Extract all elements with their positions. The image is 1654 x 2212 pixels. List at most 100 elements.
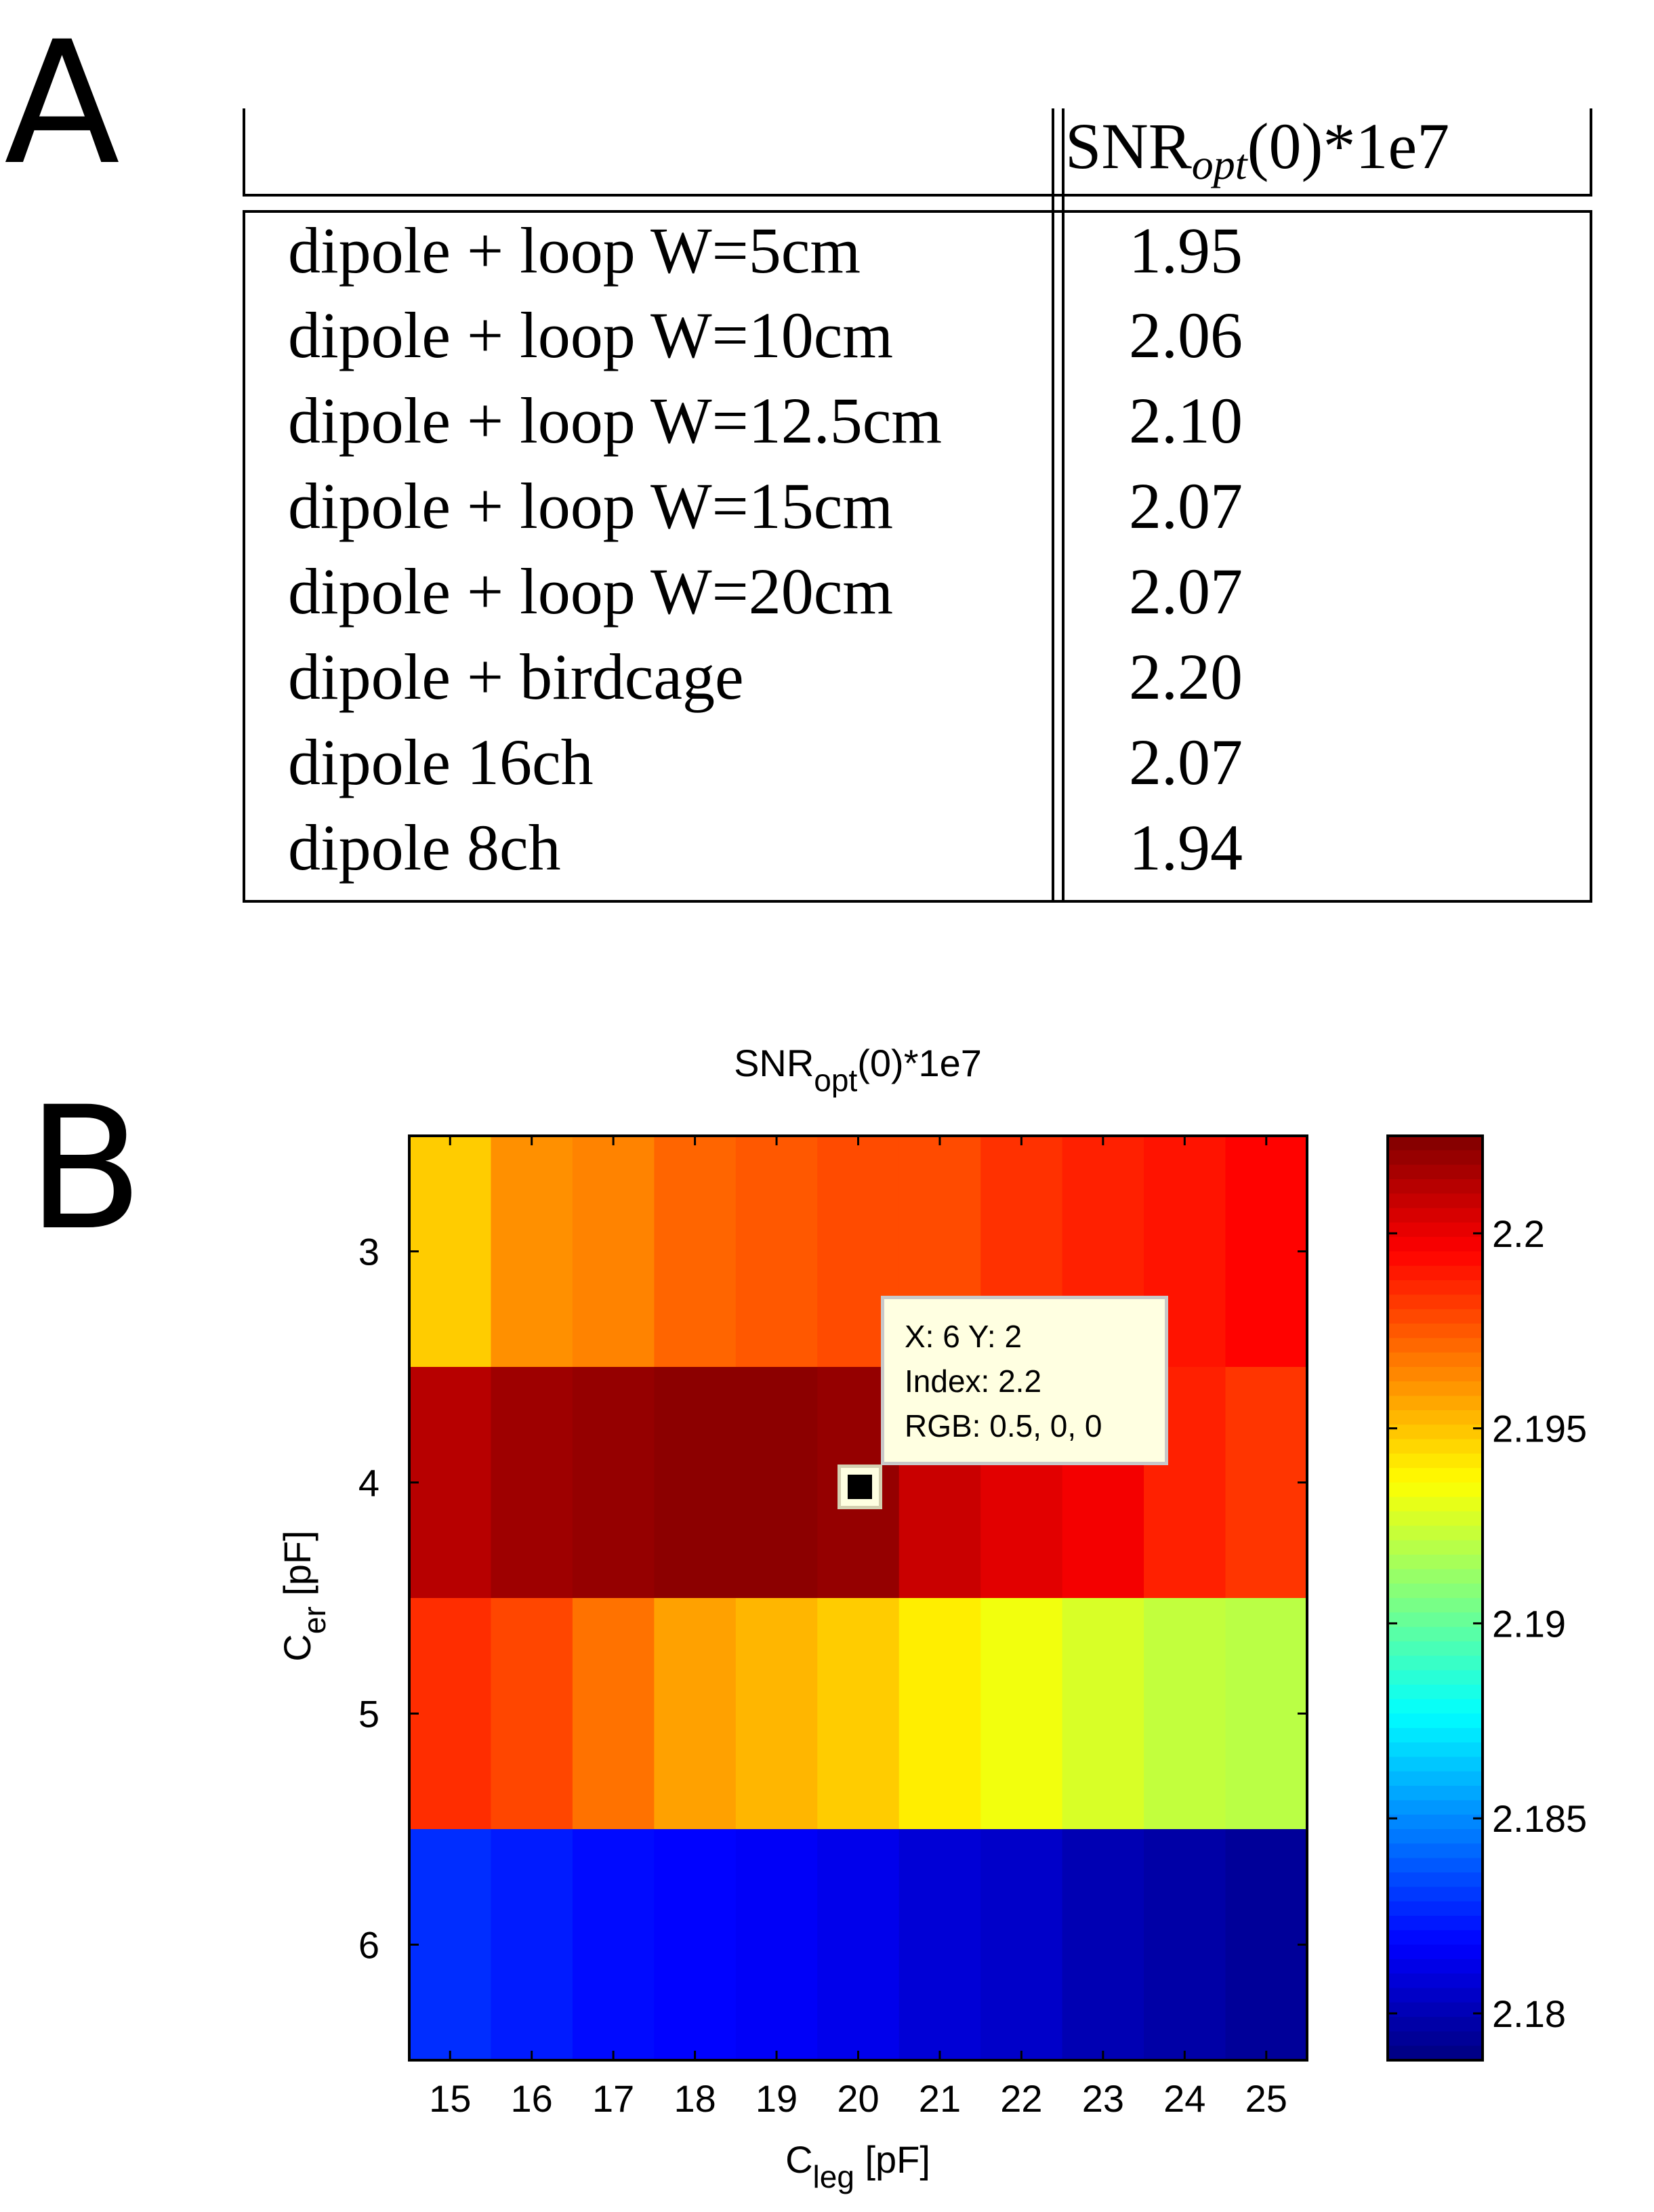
colorbar-swatch xyxy=(1388,1280,1483,1296)
colorbar-colors xyxy=(1388,1136,1483,2061)
colorbar-tick-label: 2.185 xyxy=(1492,1797,1587,1840)
colorbar-swatch xyxy=(1388,1626,1483,1642)
colorbar-swatch xyxy=(1388,1742,1483,1758)
colorbar-swatch xyxy=(1388,1944,1483,1960)
x-tick-label: 15 xyxy=(429,2077,471,2120)
heatmap-cell xyxy=(735,1598,818,1830)
x-tick-label: 23 xyxy=(1082,2077,1124,2120)
colorbar-swatch xyxy=(1388,1352,1483,1368)
colorbar-swatch xyxy=(1388,1309,1483,1324)
heatmap-cell xyxy=(491,1367,573,1599)
x-axis-label: Cleg [pF] xyxy=(785,2138,930,2194)
heatmap-cell xyxy=(572,1136,655,1368)
heatmap-cell xyxy=(654,1367,737,1599)
heatmap-cell xyxy=(735,1829,818,2061)
table-left-rule xyxy=(243,108,245,197)
table-row-label: dipole + loop W=20cm xyxy=(288,555,894,628)
colorbar-swatch xyxy=(1388,1641,1483,1656)
table-header-snr: SNRopt(0)*1e7 xyxy=(1065,110,1450,188)
table-row-value: 2.07 xyxy=(1129,555,1243,628)
colorbar-swatch xyxy=(1388,1265,1483,1281)
heatmap-cell xyxy=(491,1136,573,1368)
colorbar-swatch xyxy=(1388,2031,1483,2047)
table-row-label: dipole + loop W=15cm xyxy=(288,470,894,542)
colorbar-swatch xyxy=(1388,1511,1483,1527)
table-divider-2 xyxy=(1062,108,1064,903)
colorbar-swatch xyxy=(1388,1973,1483,1989)
colorbar-swatch xyxy=(1388,1800,1483,1816)
colorbar-swatch xyxy=(1388,1656,1483,1671)
heatmap-cell xyxy=(491,1829,573,2061)
colorbar-swatch xyxy=(1388,1410,1483,1425)
colorbar-swatch xyxy=(1388,1193,1483,1209)
colorbar-swatch xyxy=(1388,1771,1483,1786)
x-tick-label: 17 xyxy=(592,2077,634,2120)
colorbar-swatch xyxy=(1388,1555,1483,1570)
colorbar-swatch xyxy=(1388,1251,1483,1267)
heatmap-cells xyxy=(409,1136,1308,2061)
colorbar-swatch xyxy=(1388,2045,1483,2061)
heatmap-cell xyxy=(409,1598,492,1830)
colorbar-swatch xyxy=(1388,1930,1483,1946)
data-tip: X: 6 Y: 2 Index: 2.2 RGB: 0.5, 0, 0 xyxy=(881,1296,1168,1465)
colorbar-swatch xyxy=(1388,1150,1483,1166)
heatmap-cell xyxy=(898,1598,981,1830)
colorbar-swatch xyxy=(1388,1843,1483,1859)
highlighted-cell-marker[interactable] xyxy=(838,1465,882,1509)
colorbar-swatch xyxy=(1388,1786,1483,1801)
table-row-label: dipole + loop W=12.5cm xyxy=(288,384,943,457)
colorbar-swatch xyxy=(1388,2002,1483,2018)
table-row-value: 1.94 xyxy=(1129,811,1243,884)
heatmap-cell xyxy=(654,1136,737,1368)
heatmap-cell xyxy=(735,1367,818,1599)
colorbar-tick-label: 2.2 xyxy=(1492,1212,1545,1255)
heatmap-cell xyxy=(654,1598,737,1830)
colorbar-swatch xyxy=(1388,1222,1483,1237)
x-tick-label: 16 xyxy=(511,2077,553,2120)
chart-title: SNRopt(0)*1e7 xyxy=(734,1042,982,1098)
x-tick-label: 18 xyxy=(674,2077,716,2120)
body-top-rule xyxy=(243,210,1592,213)
table-row-value: 2.07 xyxy=(1129,470,1243,542)
colorbar-swatch xyxy=(1388,1757,1483,1772)
colorbar-swatch xyxy=(1388,1569,1483,1584)
x-tick-label: 24 xyxy=(1163,2077,1205,2120)
tooltip-xy: X: 6 Y: 2 xyxy=(905,1319,1022,1354)
colorbar-swatch xyxy=(1388,1136,1483,1151)
heatmap-cell xyxy=(1062,1829,1144,2061)
table-row-label: dipole + loop W=10cm xyxy=(288,299,894,371)
colorbar-tick-label: 2.18 xyxy=(1492,1992,1566,2035)
colorbar-swatch xyxy=(1388,1237,1483,1252)
table-row-value: 2.07 xyxy=(1129,726,1243,798)
heatmap-cell xyxy=(1225,1829,1308,2061)
heatmap-cell xyxy=(572,1598,655,1830)
colorbar-swatch xyxy=(1388,1713,1483,1729)
colorbar-swatch xyxy=(1388,1727,1483,1743)
heatmap-cell xyxy=(572,1367,655,1599)
colorbar-swatch xyxy=(1388,1525,1483,1541)
x-tick-label: 21 xyxy=(919,2077,961,2120)
colorbar-swatch xyxy=(1388,1829,1483,1844)
colorbar-swatch xyxy=(1388,1496,1483,1512)
table-row-value: 2.20 xyxy=(1129,640,1243,713)
colorbar-swatch xyxy=(1388,1453,1483,1469)
x-tick-label: 22 xyxy=(1000,2077,1042,2120)
heatmap-cell xyxy=(817,1598,900,1830)
table-right-rule-body xyxy=(1590,211,1592,903)
heatmap-cell xyxy=(1225,1598,1308,1830)
y-tick-label: 6 xyxy=(358,1924,379,1967)
colorbar-frame xyxy=(1386,1134,1484,2062)
colorbar-swatch xyxy=(1388,2017,1483,2032)
colorbar-swatch xyxy=(1388,1612,1483,1628)
colorbar-swatch xyxy=(1388,1959,1483,1974)
table-row-label: dipole 16ch xyxy=(288,726,594,798)
heatmap-cell xyxy=(654,1829,737,2061)
heatmap-cell xyxy=(572,1829,655,2061)
heatmap-cell xyxy=(980,1829,1063,2061)
heatmap-cell xyxy=(1225,1136,1308,1368)
x-tick-label: 25 xyxy=(1245,2077,1287,2120)
body-bottom-rule xyxy=(243,900,1592,903)
panel-a-letter: A xyxy=(4,5,121,202)
heatmap-cell xyxy=(735,1136,818,1368)
